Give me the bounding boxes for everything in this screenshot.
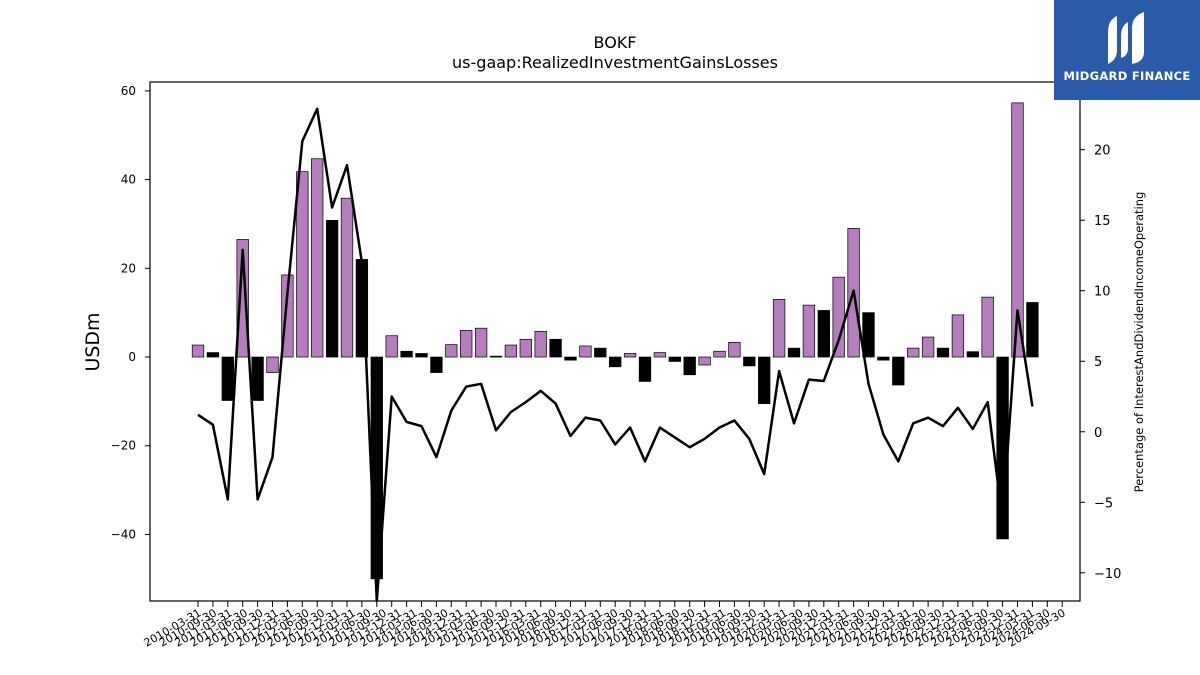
bar-2010-12-31 (236, 239, 249, 358)
bar-2014-09-30 (460, 330, 473, 358)
bar-2016-09-30 (579, 345, 592, 358)
bar-2017-12-31 (653, 352, 667, 358)
bar-2021-09-30 (877, 356, 890, 361)
y-tick-label: −40 (111, 527, 136, 541)
y2-axis-label: Percentage of InterestAndDividendIncomeO… (1132, 192, 1146, 493)
bar-2023-12-31 (1011, 102, 1024, 358)
bar-2015-09-30 (519, 338, 532, 358)
bar-2014-06-30 (445, 344, 458, 358)
bar-2019-03-31 (728, 342, 741, 358)
bar-2019-12-31 (772, 299, 786, 358)
y-tick-label: 40 (121, 173, 136, 187)
brand-logo: MIDGARD FINANCE (1054, 0, 1200, 100)
y2-tick-label: 5 (1094, 355, 1102, 370)
bar-2017-03-31 (609, 356, 622, 368)
bar-2018-09-30 (698, 356, 711, 366)
y-tick-label: 60 (121, 84, 136, 98)
bar-2016-12-31 (594, 347, 607, 358)
y-axis-right: −10 −5 0 5 10 15 20 (1080, 144, 1121, 582)
y2-tick-label: 0 (1094, 426, 1102, 441)
bar-2020-09-30 (817, 310, 830, 358)
y-tick-label: 20 (121, 261, 136, 275)
bar-2018-12-31 (713, 350, 726, 358)
bar-2015-03-31 (489, 355, 503, 358)
bar-2015-06-30 (504, 344, 518, 358)
y2-tick-label: 20 (1094, 144, 1111, 159)
bar-2020-03-31 (787, 347, 801, 358)
y-tick-label: −20 (111, 439, 136, 453)
bar-2010-06-30 (206, 352, 220, 358)
y-axis-label: USDm (82, 312, 104, 371)
bar-2015-12-31 (534, 330, 547, 358)
bar-2016-06-30 (564, 356, 577, 361)
bar-2012-03-31 (311, 158, 324, 358)
chart-title: BOKF (594, 33, 637, 52)
bar-2022-03-31 (907, 347, 920, 358)
percentage-line (197, 107, 1034, 603)
bar-2022-12-31 (951, 314, 965, 358)
bar-2020-12-31 (832, 276, 845, 358)
bar-2013-09-30 (400, 350, 413, 358)
bar-2021-12-31 (892, 356, 905, 386)
bar-2018-06-30 (683, 356, 696, 376)
chart-subtitle: us-gaap:RealizedInvestmentGainsLosses (452, 53, 778, 72)
y-axis-left: −40 −20 0 20 40 60 (111, 84, 150, 541)
bar-series (191, 102, 1039, 580)
bar-2012-09-30 (340, 197, 354, 358)
bar-2012-06-30 (325, 220, 339, 358)
bar-2024-03-31 (1026, 302, 1039, 358)
y2-tick-label: 15 (1094, 214, 1111, 229)
bar-2014-03-31 (430, 356, 443, 373)
bar-2017-09-30 (638, 356, 652, 382)
y2-tick-label: 10 (1094, 285, 1111, 300)
bar-2013-06-30 (385, 335, 398, 358)
bar-2019-06-30 (743, 356, 756, 367)
bar-2023-03-31 (966, 351, 979, 358)
logo-text: MIDGARD FINANCE (1063, 69, 1191, 83)
bar-2010-03-31 (191, 344, 205, 358)
bar-2010-09-30 (221, 356, 234, 401)
bar-2021-06-30 (862, 312, 875, 358)
bar-2011-09-30 (281, 274, 294, 358)
x-axis: 2010-03-312010-09-302011-03-312011-06-30… (142, 601, 1068, 650)
bar-2018-03-31 (668, 356, 681, 362)
bar-2014-12-31 (474, 327, 488, 358)
bar-2011-12-31 (296, 171, 309, 358)
bar-2011-06-30 (266, 356, 279, 373)
bar-2013-12-31 (415, 353, 428, 358)
bar-2022-06-30 (921, 336, 935, 358)
bar-2016-03-31 (549, 338, 562, 358)
y2-tick-label: −5 (1094, 496, 1113, 511)
bar-2019-09-30 (758, 356, 771, 404)
bar-2017-06-30 (623, 353, 637, 358)
y-tick-label: 0 (128, 350, 136, 364)
y2-tick-label: −10 (1094, 567, 1121, 582)
midgard-logo-icon (1108, 12, 1144, 64)
bar-2022-09-30 (936, 347, 950, 358)
bar-2011-03-31 (251, 356, 264, 401)
bar-2020-06-30 (802, 304, 816, 358)
bar-2023-06-30 (981, 296, 994, 358)
